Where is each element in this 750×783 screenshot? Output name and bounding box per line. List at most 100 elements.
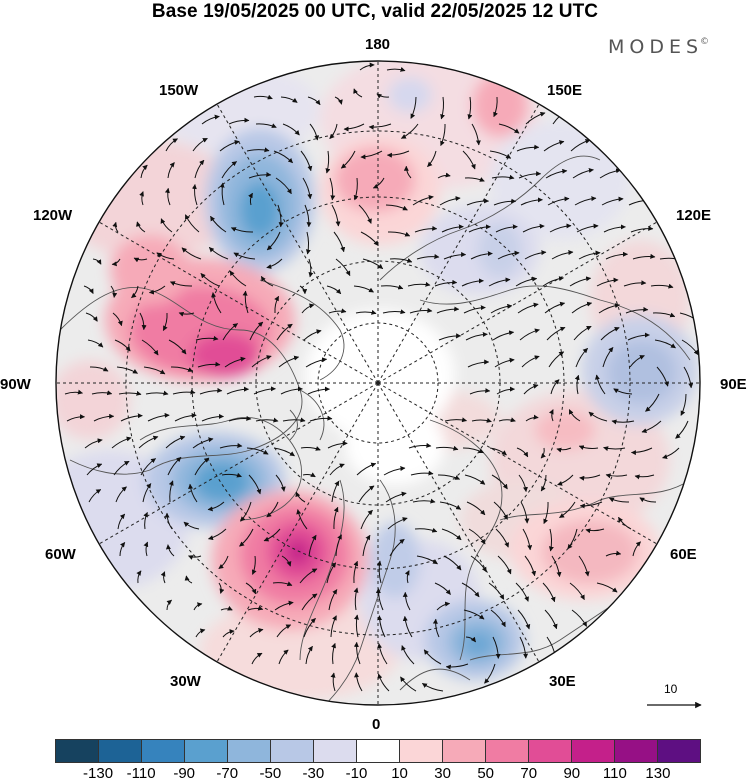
wind-vector: [416, 555, 438, 565]
wind-vector: [184, 575, 193, 584]
wind-vector: [496, 386, 515, 395]
wind-vector: [437, 172, 451, 179]
wind-vector: [165, 435, 186, 449]
wind-vector: [377, 643, 388, 665]
wind-vector: [331, 480, 340, 503]
wind-vector: [439, 196, 461, 206]
wind-vector: [613, 388, 633, 395]
wind-vector: [266, 258, 283, 269]
wind-vector: [199, 387, 223, 395]
wind-vector: [547, 196, 570, 206]
wind-vector: [304, 204, 312, 228]
colorbar-swatch: [314, 740, 357, 762]
wind-vector: [522, 528, 533, 551]
wind-vector: [525, 111, 546, 125]
wind-vector: [169, 281, 193, 287]
wind-vector: [575, 347, 588, 368]
wind-vector: [276, 624, 292, 638]
wind-vector: [220, 605, 233, 611]
wind-vector: [546, 326, 566, 341]
wind-vector: [387, 231, 411, 237]
colorbar-swatch: [572, 740, 615, 762]
colorbar-swatch: [443, 740, 486, 762]
colorbar-tick-label: 30: [434, 765, 451, 782]
lon-label-60e: 60E: [670, 546, 697, 563]
wind-vector: [64, 389, 83, 395]
colorbar-swatch: [357, 740, 400, 762]
wind-vector: [115, 486, 127, 503]
wind-vector: [493, 198, 517, 206]
wind-vector: [468, 528, 486, 545]
wind-vector: [139, 312, 147, 331]
colorbar-swatch: [56, 740, 99, 762]
wind-vector: [249, 321, 264, 341]
wind-vector: [280, 386, 303, 395]
wind-vector: [277, 204, 284, 228]
colorbar-tick-label: 110: [602, 765, 627, 782]
wind-vector: [172, 389, 196, 395]
wind-vector: [517, 302, 539, 314]
wind-vector: [471, 417, 492, 423]
wind-vector: [188, 555, 202, 560]
wind-vector: [574, 196, 597, 206]
wind-vector: [654, 339, 676, 349]
wind-vector: [490, 303, 513, 314]
lon-label-150e: 150E: [547, 82, 583, 99]
wind-vector: [356, 462, 377, 476]
wind-vector: [410, 470, 434, 476]
colorbar-swatch: [658, 740, 700, 762]
wind-vector: [493, 501, 508, 520]
wind-vector: [389, 258, 413, 263]
wind-vector: [588, 411, 608, 422]
wind-vector: [326, 285, 342, 295]
wind-vector: [335, 258, 351, 277]
wind-vector: [143, 366, 166, 375]
wind-vector: [596, 277, 619, 287]
wind-vector: [434, 582, 451, 595]
wind-vector: [382, 309, 406, 315]
wind-vector: [191, 184, 198, 206]
wind-vector: [362, 258, 384, 270]
wind-vector: [240, 501, 252, 522]
wind-vector: [516, 144, 540, 152]
wind-vector: [221, 472, 242, 478]
wind-vector: [571, 609, 588, 627]
wind-vector: [466, 501, 486, 516]
wind-vector: [400, 123, 419, 139]
colorbar-swatch: [529, 740, 572, 762]
wind-vector: [84, 438, 103, 449]
wind-vector: [328, 589, 338, 611]
wind-vector: [280, 96, 298, 103]
wind-vector: [239, 528, 254, 547]
colorbar-tick-label: -30: [302, 765, 325, 782]
wind-vector: [470, 251, 493, 260]
wind-vector: [412, 194, 434, 206]
wind-vector: [461, 278, 484, 287]
wind-vector: [542, 276, 564, 287]
wind-vector: [260, 275, 274, 287]
wind-vector: [376, 560, 382, 584]
wind-vector: [118, 390, 142, 396]
wind-vector: [266, 231, 281, 251]
wind-vector: [299, 285, 308, 295]
map-boundary: [55, 60, 701, 706]
wind-vector: [358, 204, 372, 224]
wind-vector: [245, 582, 257, 595]
wind-vector: [495, 224, 518, 233]
wind-vector: [548, 409, 554, 422]
wind-vector: [276, 323, 293, 341]
wind-vector: [253, 94, 273, 100]
wind-vector: [611, 419, 635, 425]
wind-vector: [249, 627, 264, 638]
wind-vector: [255, 417, 279, 423]
wind-vector: [167, 162, 175, 179]
wind-vector: [353, 587, 359, 611]
wind-vector: [494, 357, 515, 368]
colorbar-labels: -130 -110 -90 -70 -50 -30 -10 10 30 50 70 90 110 130: [55, 765, 701, 783]
wind-vector: [490, 609, 506, 628]
wind-vector: [650, 283, 674, 289]
wind-vector: [548, 351, 565, 368]
wind-vector: [545, 168, 568, 179]
wind-vector: [469, 388, 491, 395]
wind-vector: [618, 516, 632, 530]
